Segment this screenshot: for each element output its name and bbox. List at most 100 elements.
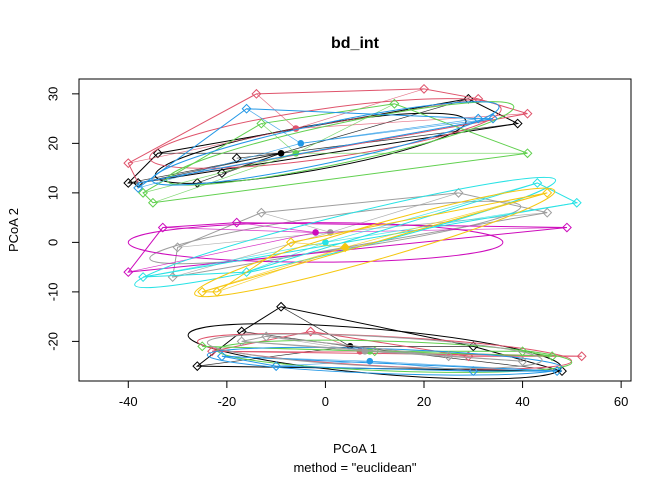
group-1 — [123, 93, 523, 188]
data-point — [212, 286, 222, 297]
group-centroid — [322, 239, 329, 246]
group-spoke — [236, 222, 316, 233]
group-centroid — [297, 140, 305, 147]
x-tick-label: 60 — [614, 394, 628, 409]
group-centroid — [277, 149, 285, 157]
group-9 — [187, 301, 567, 380]
data-point — [236, 336, 247, 347]
data-point — [123, 267, 134, 278]
y-tick-label: 20 — [46, 136, 61, 150]
group-centroid — [312, 229, 319, 236]
chart-subtitle: method = "euclidean" — [293, 460, 416, 475]
data-point — [133, 182, 144, 193]
group-3 — [138, 98, 533, 208]
data-point — [542, 187, 553, 198]
group-spoke — [138, 143, 301, 189]
data-point — [147, 197, 158, 208]
chart-title: bd_int — [331, 35, 380, 52]
group-spoke — [241, 341, 365, 352]
x-tick-label: 40 — [515, 394, 529, 409]
group-spoke — [162, 227, 316, 233]
data-point — [488, 113, 498, 124]
group-spoke — [152, 152, 296, 204]
data-point — [453, 187, 464, 198]
group-spoke — [143, 242, 326, 278]
y-tick-label: -20 — [46, 332, 61, 351]
data-point — [547, 351, 558, 362]
data-point — [152, 148, 163, 159]
data-point — [285, 237, 296, 248]
data-point — [512, 118, 523, 129]
group-12 — [206, 346, 563, 377]
group-spoke — [295, 103, 395, 154]
data-point — [517, 356, 528, 367]
group-spoke — [216, 246, 346, 293]
data-point — [256, 207, 267, 218]
group-spoke — [325, 202, 577, 243]
group-spoke — [128, 232, 316, 273]
data-point — [369, 346, 380, 357]
group-centroid — [361, 347, 369, 355]
group-centroid — [292, 125, 300, 132]
x-tick-label: 0 — [322, 394, 329, 409]
group-ellipse — [206, 333, 543, 370]
data-point — [216, 351, 227, 362]
group-spoke — [221, 355, 370, 362]
y-tick-label: -10 — [46, 282, 61, 301]
group-spoke — [330, 192, 459, 233]
data-point — [522, 108, 533, 119]
data-point — [123, 158, 134, 169]
data-point — [133, 178, 144, 188]
group-ellipse — [194, 187, 556, 298]
data-point — [172, 242, 183, 253]
group-ellipse — [216, 339, 573, 373]
group-spoke — [236, 152, 282, 159]
group-spoke — [202, 345, 370, 352]
group-ellipse — [149, 200, 522, 265]
x-axis-label: PCoA 1 — [333, 441, 377, 456]
data-point — [473, 113, 484, 124]
x-tick-label: 20 — [417, 394, 431, 409]
data-point — [271, 361, 282, 372]
group-spoke — [315, 227, 567, 233]
x-tick-label: -40 — [119, 394, 138, 409]
data-point — [192, 361, 203, 372]
data-point — [167, 272, 178, 282]
group-spoke — [350, 345, 563, 372]
y-tick-label: 10 — [46, 186, 61, 200]
group-centroid — [341, 244, 349, 251]
data-point — [552, 366, 563, 377]
group-spoke — [276, 360, 370, 367]
data-point — [123, 178, 134, 188]
y-axis-label: PCoA 2 — [6, 208, 21, 252]
y-axis: -20 -10 0 10 20 30 — [46, 87, 80, 351]
group-centroid — [366, 357, 374, 365]
group-spoke — [369, 360, 558, 372]
group-ellipse — [206, 346, 563, 376]
data-point — [305, 326, 316, 337]
group-spoke — [261, 123, 297, 154]
group-spoke — [281, 123, 518, 154]
x-tick-label: -20 — [217, 394, 236, 409]
group-spoke — [266, 336, 365, 352]
group-spoke — [202, 246, 346, 293]
data-point — [443, 351, 454, 362]
y-tick-label: 0 — [46, 239, 61, 246]
data-point — [419, 83, 429, 94]
data-point — [571, 197, 582, 208]
data-point — [261, 331, 272, 342]
data-point — [197, 341, 208, 352]
group-4 — [133, 101, 500, 193]
data-point — [236, 326, 247, 337]
y-tick-label: 30 — [46, 87, 61, 101]
data-point — [276, 301, 287, 312]
data-point — [207, 346, 218, 357]
data-point — [473, 93, 484, 104]
group-spoke — [280, 98, 469, 154]
data-point — [216, 168, 227, 179]
data-point — [256, 118, 267, 129]
group-spoke — [142, 152, 296, 194]
data-point — [576, 351, 587, 362]
data-point — [231, 217, 242, 228]
